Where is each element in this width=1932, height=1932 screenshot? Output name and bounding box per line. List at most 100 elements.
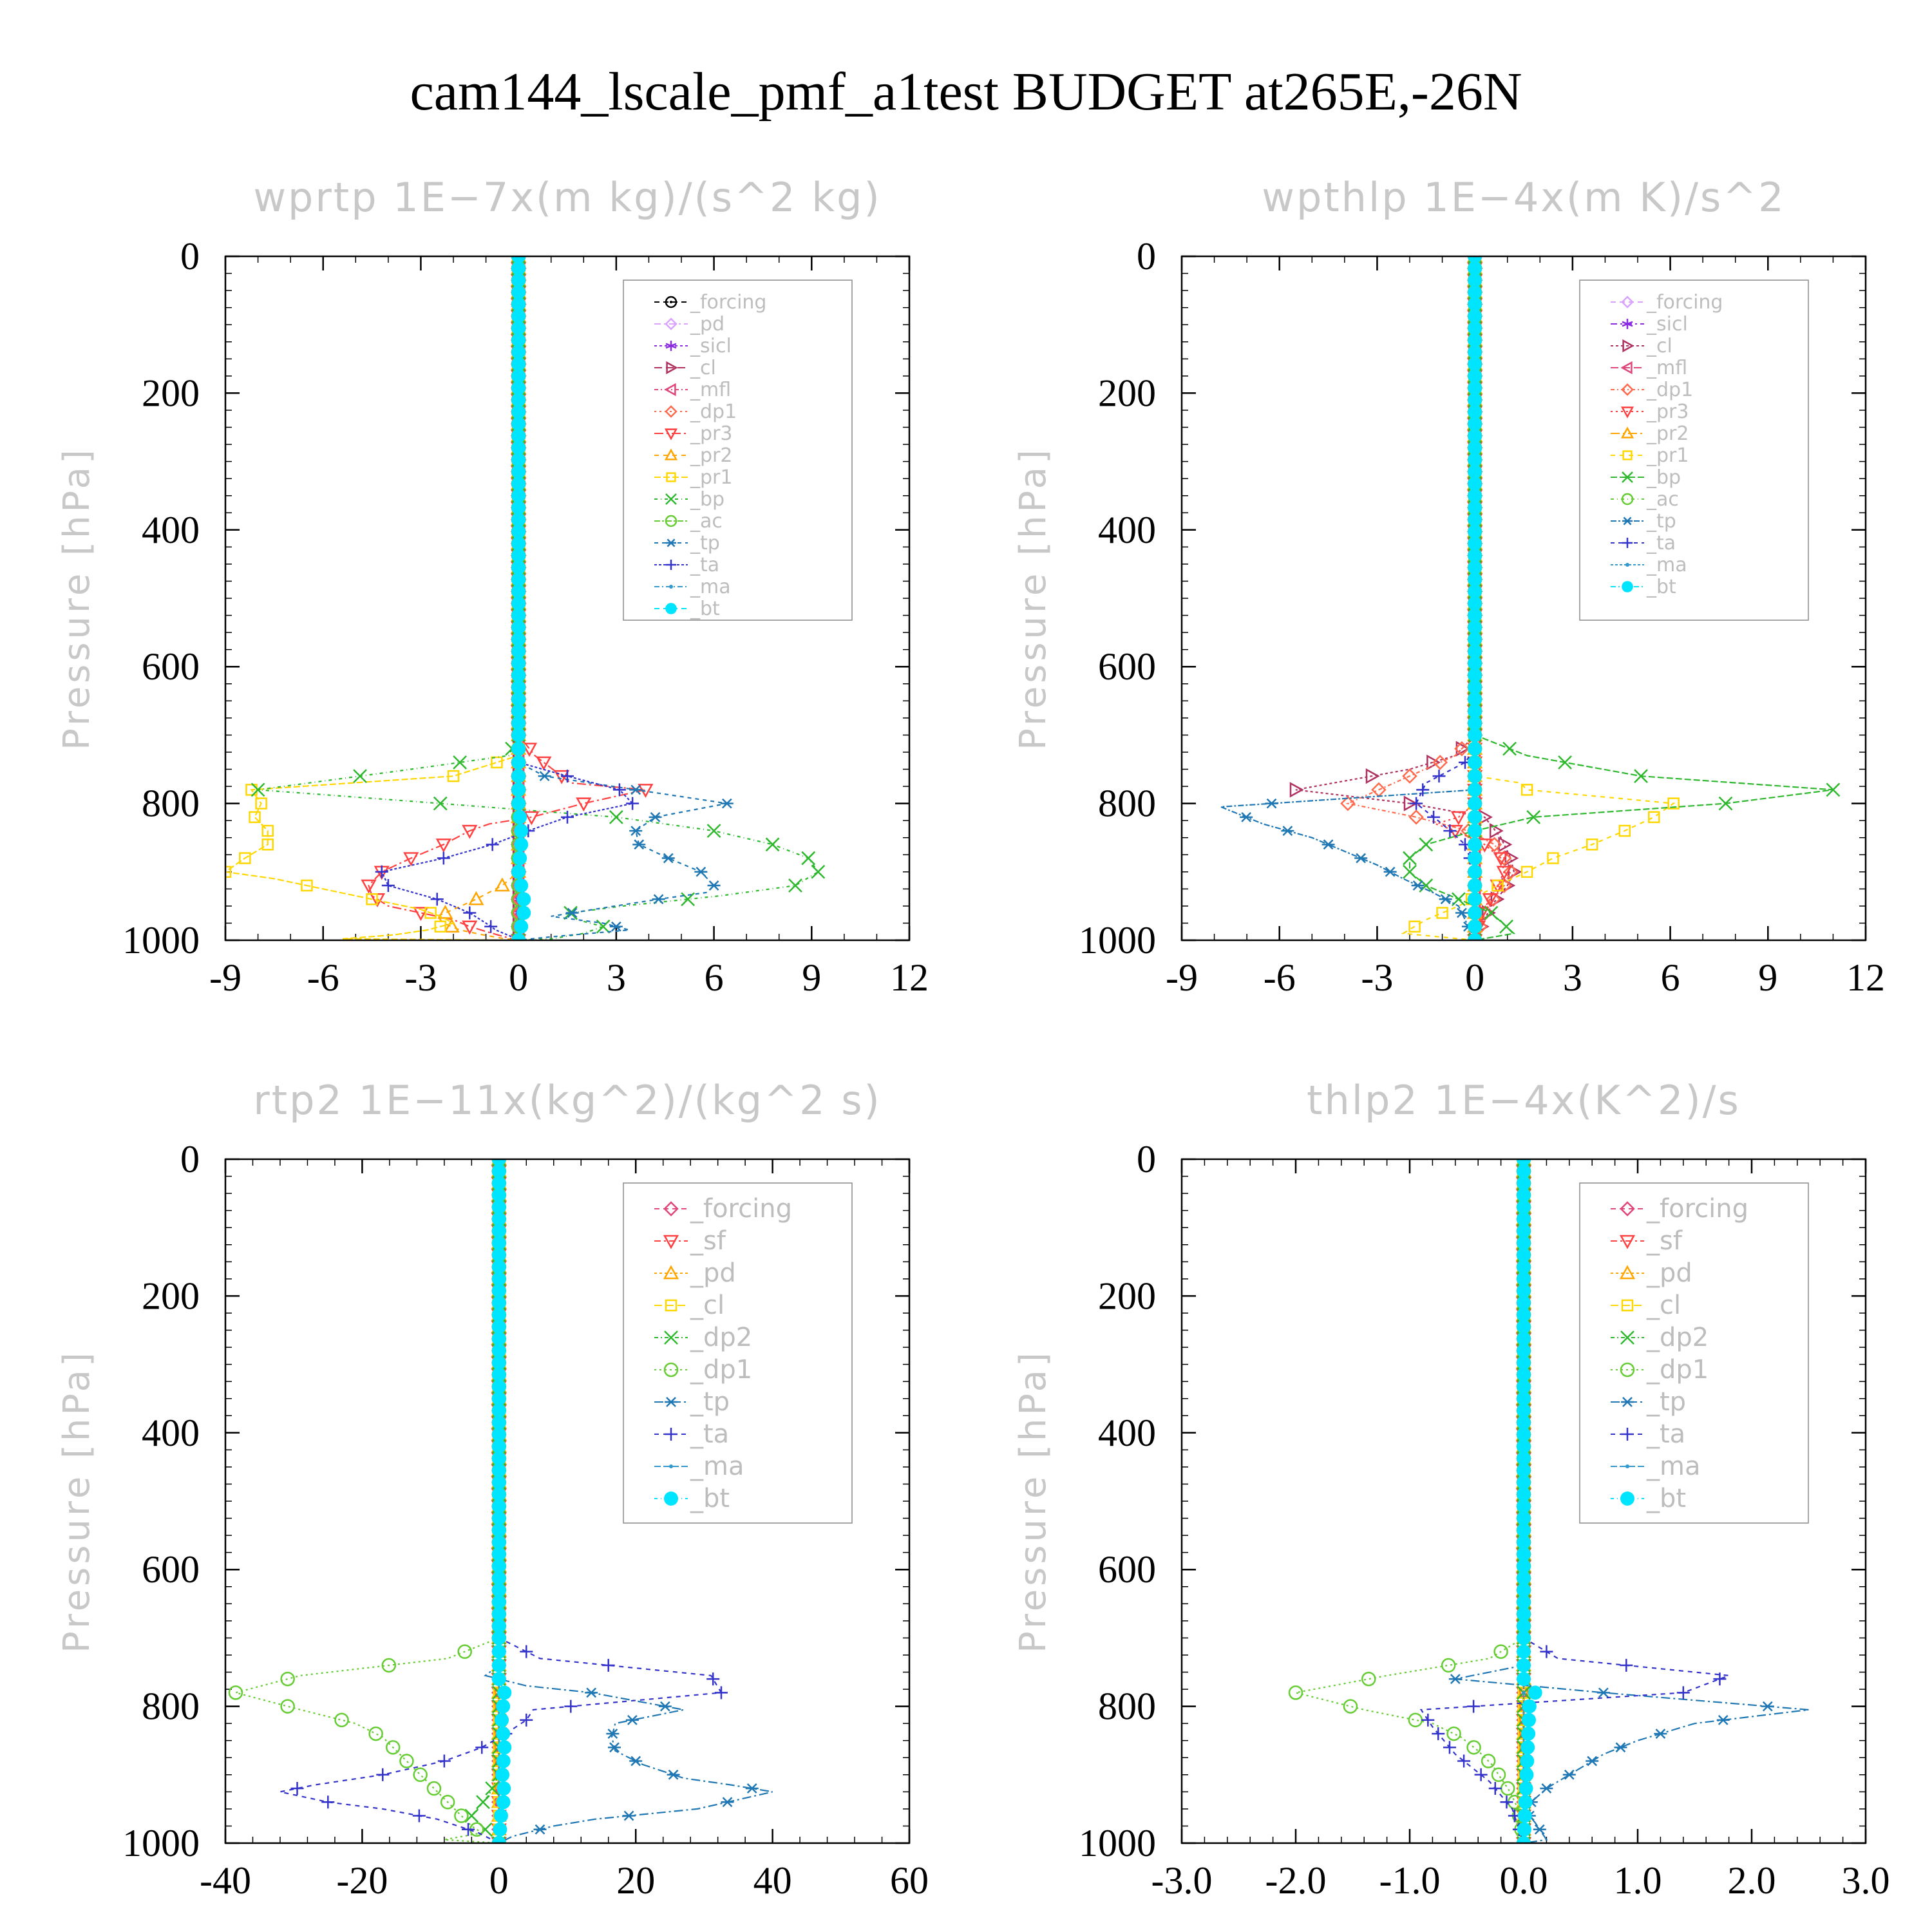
y-tick-label: 1000 <box>1079 1822 1156 1864</box>
legend-entry-pr3: _pr3 <box>1611 401 1689 423</box>
data-point <box>491 1439 506 1454</box>
legend-entry-cl: _cl <box>1611 1291 1681 1320</box>
data-point <box>511 548 526 563</box>
data-point <box>1489 822 1504 839</box>
data-point <box>468 891 484 905</box>
data-point <box>596 919 611 934</box>
data-point <box>1654 1728 1667 1739</box>
data-point <box>1517 1403 1531 1418</box>
data-point <box>239 852 251 864</box>
series-group <box>1288 1159 1809 1843</box>
legend-label: _dp2 <box>690 1323 752 1352</box>
y-tick-label: 200 <box>1098 372 1156 414</box>
data-point <box>1586 838 1598 851</box>
series-line-tp <box>1220 256 1476 940</box>
data-point <box>1517 1164 1531 1179</box>
data-point <box>511 440 526 455</box>
data-point <box>1443 1741 1456 1754</box>
data-point <box>1468 524 1482 539</box>
figure-title: cam144_lscale_pmf_a1test BUDGET at265E,-… <box>410 62 1522 122</box>
legend-label: _cl <box>690 1291 724 1320</box>
data-point <box>520 1645 533 1658</box>
y-tick-label: 1000 <box>122 1822 200 1864</box>
data-point <box>412 1809 426 1823</box>
data-point <box>1517 1236 1531 1251</box>
data-point <box>1518 1795 1533 1810</box>
legend-marker <box>666 538 676 547</box>
legend-label: _forcing <box>1646 291 1723 314</box>
y-tick-label: 600 <box>142 645 200 688</box>
data-point <box>491 1547 506 1562</box>
series-line-ta <box>279 1159 723 1843</box>
series-line-dp1 <box>1345 256 1511 940</box>
x-tick-label: 2.0 <box>1728 1859 1776 1902</box>
data-point <box>516 905 531 920</box>
data-point <box>1517 1451 1531 1466</box>
data-point <box>1520 1740 1535 1755</box>
data-point <box>491 1176 506 1191</box>
data-point <box>491 1159 506 1166</box>
data-point <box>1517 1547 1531 1562</box>
data-point <box>649 811 662 822</box>
data-point <box>403 852 419 867</box>
data-point <box>1517 1836 1531 1843</box>
data-point <box>511 273 526 288</box>
legend-marker <box>1622 339 1634 353</box>
legend-label: _ma <box>690 1452 744 1481</box>
legend-marker <box>1622 538 1633 548</box>
data-point <box>491 1236 506 1251</box>
data-point <box>1468 428 1482 443</box>
data-point <box>1443 824 1457 838</box>
data-point <box>1468 548 1482 563</box>
legend-entry-tp: _tp <box>654 1387 730 1417</box>
data-point <box>1468 668 1482 683</box>
data-point <box>1432 1727 1445 1741</box>
legend-marker <box>666 560 676 570</box>
x-tick-label: 6 <box>705 956 724 999</box>
x-tick-label: 6 <box>1661 956 1680 999</box>
legend-label: _pd <box>690 313 724 336</box>
data-point <box>536 756 552 771</box>
legend-entry-ta: _ta <box>1611 532 1676 554</box>
legend-entry-bp: _bp <box>1611 466 1681 489</box>
data-point <box>493 1808 508 1823</box>
data-point <box>629 784 643 795</box>
x-tick-label: 3 <box>1563 956 1582 999</box>
data-point <box>1468 596 1482 611</box>
series-markers-bt <box>491 1159 512 1843</box>
data-point <box>1522 1699 1537 1714</box>
data-point <box>381 879 395 893</box>
data-point <box>491 1535 506 1549</box>
data-point <box>1517 1224 1531 1238</box>
data-point <box>245 784 258 796</box>
data-point <box>1432 770 1446 783</box>
data-point <box>385 1740 401 1755</box>
data-point <box>511 321 526 336</box>
data-point <box>491 1403 506 1418</box>
data-point <box>1446 1726 1461 1741</box>
panel-title: wprtp 1E−7x(m kg)/(s^2 kg) <box>253 174 881 221</box>
plot-frame <box>224 1158 911 1844</box>
legend-box <box>623 279 853 621</box>
legend-entry-pr3: _pr3 <box>654 422 732 445</box>
panel-title: wpthlp 1E−4x(m K)/s^2 <box>1262 174 1785 221</box>
x-tick-label: 0.0 <box>1500 1859 1548 1902</box>
legend-marker <box>1619 1235 1636 1249</box>
data-point <box>437 851 450 865</box>
legend-label: _dp1 <box>1646 379 1693 401</box>
data-point <box>612 783 626 797</box>
data-point <box>1558 755 1572 770</box>
data-point <box>491 1583 506 1598</box>
data-point <box>609 921 623 932</box>
data-point <box>1517 1247 1531 1262</box>
y-tick-label: 800 <box>142 782 200 825</box>
legend-marker <box>665 405 677 418</box>
y-axis-label: Pressure [hPa] <box>1012 446 1054 750</box>
data-point <box>1517 1631 1531 1645</box>
legend-entry-sf: _sf <box>1611 1226 1683 1256</box>
series-markers-pr1 <box>1408 256 1680 940</box>
data-point <box>1457 1754 1471 1768</box>
legend-entry-ma: _ma <box>1611 1452 1700 1481</box>
data-point <box>433 796 448 811</box>
legend-label: _pr3 <box>690 422 732 445</box>
